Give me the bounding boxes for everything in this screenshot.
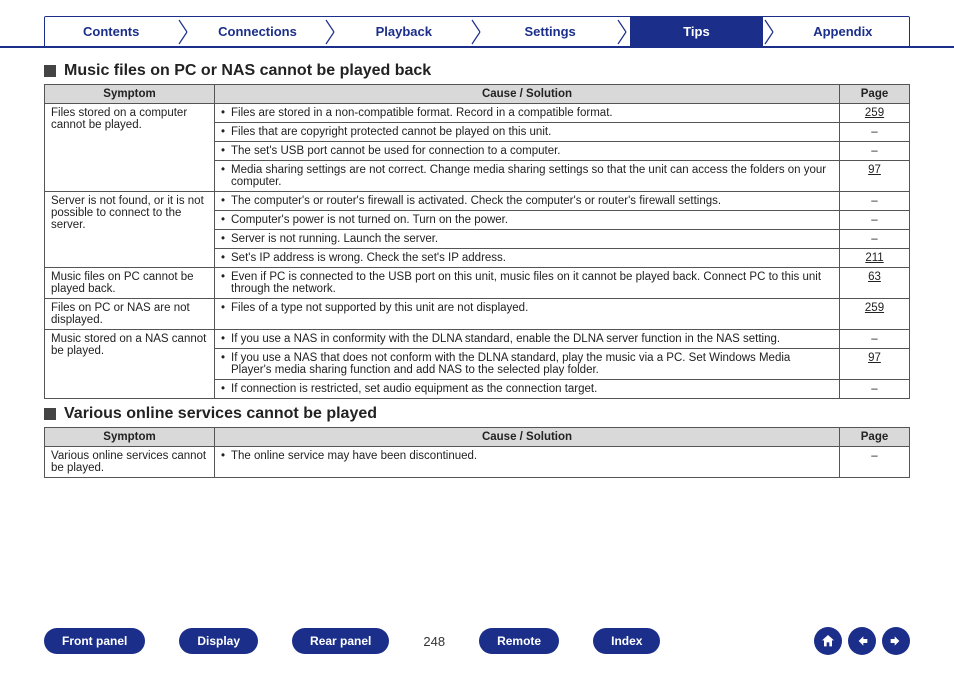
column-header: Cause / Solution <box>215 428 840 447</box>
symptom-cell: Server is not found, or it is not possib… <box>45 192 215 268</box>
page-cell: – <box>840 230 910 249</box>
symptom-cell: Music stored on a NAS cannot be played. <box>45 330 215 399</box>
cause-cell: •Set's IP address is wrong. Check the se… <box>215 249 840 268</box>
tab-tips[interactable]: Tips <box>630 17 762 46</box>
table-row: Music stored on a NAS cannot be played.•… <box>45 330 910 349</box>
tab-divider <box>616 17 630 46</box>
column-header: Page <box>840 85 910 104</box>
page-cell: – <box>840 380 910 399</box>
section-title: Various online services cannot be played <box>44 405 910 423</box>
tab-divider <box>763 17 777 46</box>
index-button[interactable]: Index <box>593 628 660 654</box>
cause-cell: •Media sharing settings are not correct.… <box>215 161 840 192</box>
page-cell: – <box>840 123 910 142</box>
cause-cell: •Server is not running. Launch the serve… <box>215 230 840 249</box>
table-row: Files stored on a computer cannot be pla… <box>45 104 910 123</box>
table-row: Files on PC or NAS are not displayed.•Fi… <box>45 299 910 330</box>
tab-divider <box>470 17 484 46</box>
square-bullet-icon <box>44 65 56 77</box>
rear-panel-button[interactable]: Rear panel <box>292 628 389 654</box>
page-cell: – <box>840 192 910 211</box>
square-bullet-icon <box>44 408 56 420</box>
page-cell[interactable]: 97 <box>840 349 910 380</box>
column-header: Cause / Solution <box>215 85 840 104</box>
page-cell[interactable]: 63 <box>840 268 910 299</box>
page-cell: – <box>840 447 910 478</box>
tab-divider <box>177 17 191 46</box>
tab-appendix[interactable]: Appendix <box>777 17 909 46</box>
page-cell: – <box>840 142 910 161</box>
table-row: Various online services cannot be played… <box>45 447 910 478</box>
tab-connections[interactable]: Connections <box>191 17 323 46</box>
troubleshoot-table: SymptomCause / SolutionPageFiles stored … <box>44 84 910 399</box>
tab-playback[interactable]: Playback <box>338 17 470 46</box>
page-content: Music files on PC or NAS cannot be playe… <box>0 48 954 478</box>
page-cell: – <box>840 330 910 349</box>
section-title: Music files on PC or NAS cannot be playe… <box>44 62 910 80</box>
troubleshoot-table: SymptomCause / SolutionPage Various onlin… <box>44 427 910 478</box>
cause-cell: •If you use a NAS that does not conform … <box>215 349 840 380</box>
tab-divider <box>324 17 338 46</box>
column-header: Symptom <box>45 85 215 104</box>
arrow-right-icon[interactable] <box>882 627 910 655</box>
arrow-left-icon[interactable] <box>848 627 876 655</box>
top-tab-bar: Contents Connections Playback Settings Tips A… <box>0 0 954 48</box>
symptom-cell: Files stored on a computer cannot be pla… <box>45 104 215 192</box>
cause-cell: •The set's USB port cannot be used for c… <box>215 142 840 161</box>
page-cell: – <box>840 211 910 230</box>
page-cell[interactable]: 97 <box>840 161 910 192</box>
cause-cell: •If you use a NAS in conformity with the… <box>215 330 840 349</box>
table-row: Music files on PC cannot be played back.… <box>45 268 910 299</box>
page-cell[interactable]: 211 <box>840 249 910 268</box>
table-row: Server is not found, or it is not possib… <box>45 192 910 211</box>
remote-button[interactable]: Remote <box>479 628 559 654</box>
tab-settings[interactable]: Settings <box>484 17 616 46</box>
cause-cell: •The online service may have been discon… <box>215 447 840 478</box>
cause-cell: •If connection is restricted, set audio … <box>215 380 840 399</box>
symptom-cell: Various online services cannot be played… <box>45 447 215 478</box>
front-panel-button[interactable]: Front panel <box>44 628 145 654</box>
cause-cell: •Files are stored in a non-compatible fo… <box>215 104 840 123</box>
page-cell[interactable]: 259 <box>840 104 910 123</box>
symptom-cell: Files on PC or NAS are not displayed. <box>45 299 215 330</box>
column-header: Symptom <box>45 428 215 447</box>
column-header: Page <box>840 428 910 447</box>
nav-icon-group <box>814 627 910 655</box>
page-cell[interactable]: 259 <box>840 299 910 330</box>
cause-cell: •Files of a type not supported by this u… <box>215 299 840 330</box>
home-icon[interactable] <box>814 627 842 655</box>
cause-cell: •The computer's or router's firewall is … <box>215 192 840 211</box>
cause-cell: •Even if PC is connected to the USB port… <box>215 268 840 299</box>
cause-cell: •Files that are copyright protected cann… <box>215 123 840 142</box>
bottom-nav: Front panel Display Rear panel 248 Remote I… <box>0 627 954 655</box>
display-button[interactable]: Display <box>179 628 258 654</box>
cause-cell: •Computer's power is not turned on. Turn… <box>215 211 840 230</box>
page-number: 248 <box>423 634 445 649</box>
symptom-cell: Music files on PC cannot be played back. <box>45 268 215 299</box>
tab-contents[interactable]: Contents <box>45 17 177 46</box>
